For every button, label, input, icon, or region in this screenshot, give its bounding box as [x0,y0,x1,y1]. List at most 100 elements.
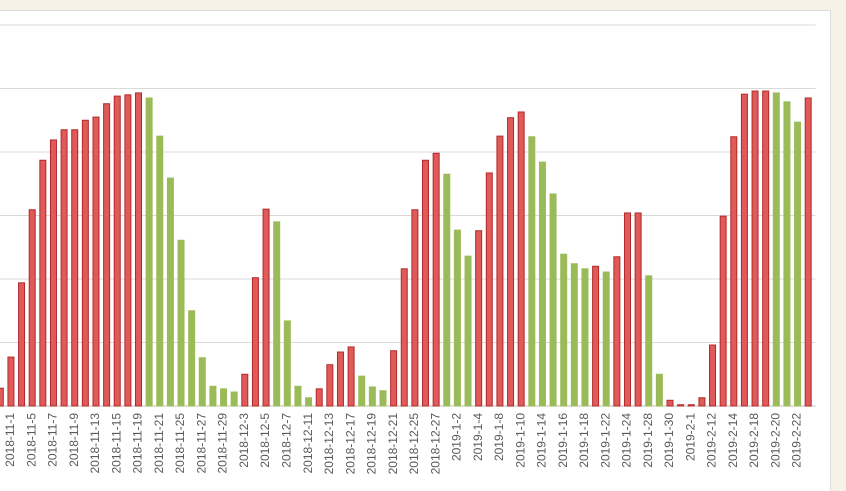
bar [709,344,717,407]
bar [655,373,663,407]
bar [698,397,706,407]
x-tick-label: 2019-1-8 [492,413,506,461]
x-tick-label: 2018-11-29 [216,413,230,474]
x-tick-label: 2019-2-18 [747,413,761,468]
x-tick-label: 2018-11-9 [67,413,81,467]
bar [251,277,259,407]
bar [645,275,653,407]
bar [570,263,578,407]
bar [368,386,376,407]
bar [49,139,57,407]
x-tick-label: 2018-11-27 [194,413,208,474]
bar [485,172,493,407]
bar [549,193,557,407]
bar [18,282,26,407]
bar [400,268,408,407]
bar [623,212,631,407]
bar [336,351,344,407]
bar [677,404,685,407]
bar [315,388,323,407]
bar [71,129,79,407]
bar [262,208,270,407]
x-tick-label: 2019-1-2 [450,413,464,461]
bar [687,404,695,407]
bar [453,229,461,407]
bar [762,90,770,407]
x-tick-label: 2018-11-25 [173,413,187,474]
x-tick-label: 2019-1-28 [641,413,655,468]
x-tick-label: 2018-12-27 [428,413,442,475]
x-tick-label: 2019-1-22 [598,413,612,468]
x-tick-label: 2019-2-20 [768,413,782,468]
bar [560,253,568,407]
bar [177,239,185,407]
bar [634,212,642,407]
bar [294,385,302,407]
bar [347,346,355,407]
bar [358,375,366,407]
bar [719,215,727,407]
bar [209,385,217,407]
bar [273,221,281,407]
x-tick-label: 2019-1-10 [513,413,527,468]
bar [517,111,525,407]
x-tick-label: 2018-12-7 [279,413,293,468]
bar [507,117,515,407]
bar [528,136,536,407]
bar [220,388,228,407]
bar [443,173,451,407]
bar [81,119,89,407]
x-tick-label: 2019-1-14 [535,413,549,468]
bar [432,152,440,407]
bar [145,97,153,407]
bar [283,320,291,407]
bar [39,159,47,407]
x-tick-label: 2019-1-4 [471,413,485,461]
bar [666,399,674,407]
bar [7,356,15,407]
x-tick-label: 2018-12-17 [343,413,357,475]
bar [751,90,759,407]
x-tick-label: 2019-2-1 [683,413,697,461]
bar [475,230,483,407]
bar [538,161,546,407]
x-tick-label: 2018-12-19 [365,413,379,475]
bar [241,373,249,407]
bar [103,103,111,407]
x-tick-label: 2018-11-7 [46,413,60,467]
x-tick-label: 2018-11-15 [109,413,123,474]
bar [496,135,504,407]
bar [422,159,430,407]
bar [166,177,174,407]
bar [188,310,196,407]
bar [411,209,419,407]
x-tick-label: 2019-2-22 [790,413,804,468]
bar [390,350,398,407]
x-tick-label: 2018-12-11 [301,413,315,474]
bar [592,265,600,407]
bar [230,391,238,407]
bar [783,101,791,407]
bar [135,92,143,407]
x-tick-label: 2018-12-5 [258,413,272,468]
x-tick-label: 2018-11-19 [131,413,145,474]
x-tick-label: 2019-2-12 [705,413,719,468]
bar [60,129,68,407]
x-tick-label: 2018-11-5 [24,413,38,467]
x-tick-label: 2018-12-25 [407,413,421,475]
x-tick-label: 2019-1-16 [556,413,570,468]
bar [730,136,738,407]
bar [92,116,100,407]
x-tick-label: 2019-1-30 [662,413,676,468]
x-tick-label: 2018-11-21 [152,413,166,474]
bar [0,387,4,407]
bar [113,95,121,407]
bar [772,92,780,407]
x-tick-label: 2018-12-21 [386,413,400,475]
bar [379,390,387,407]
bar [613,256,621,407]
x-tick-label: 2018-12-3 [237,413,251,468]
x-tick-label: 2018-11-1 [3,413,17,467]
